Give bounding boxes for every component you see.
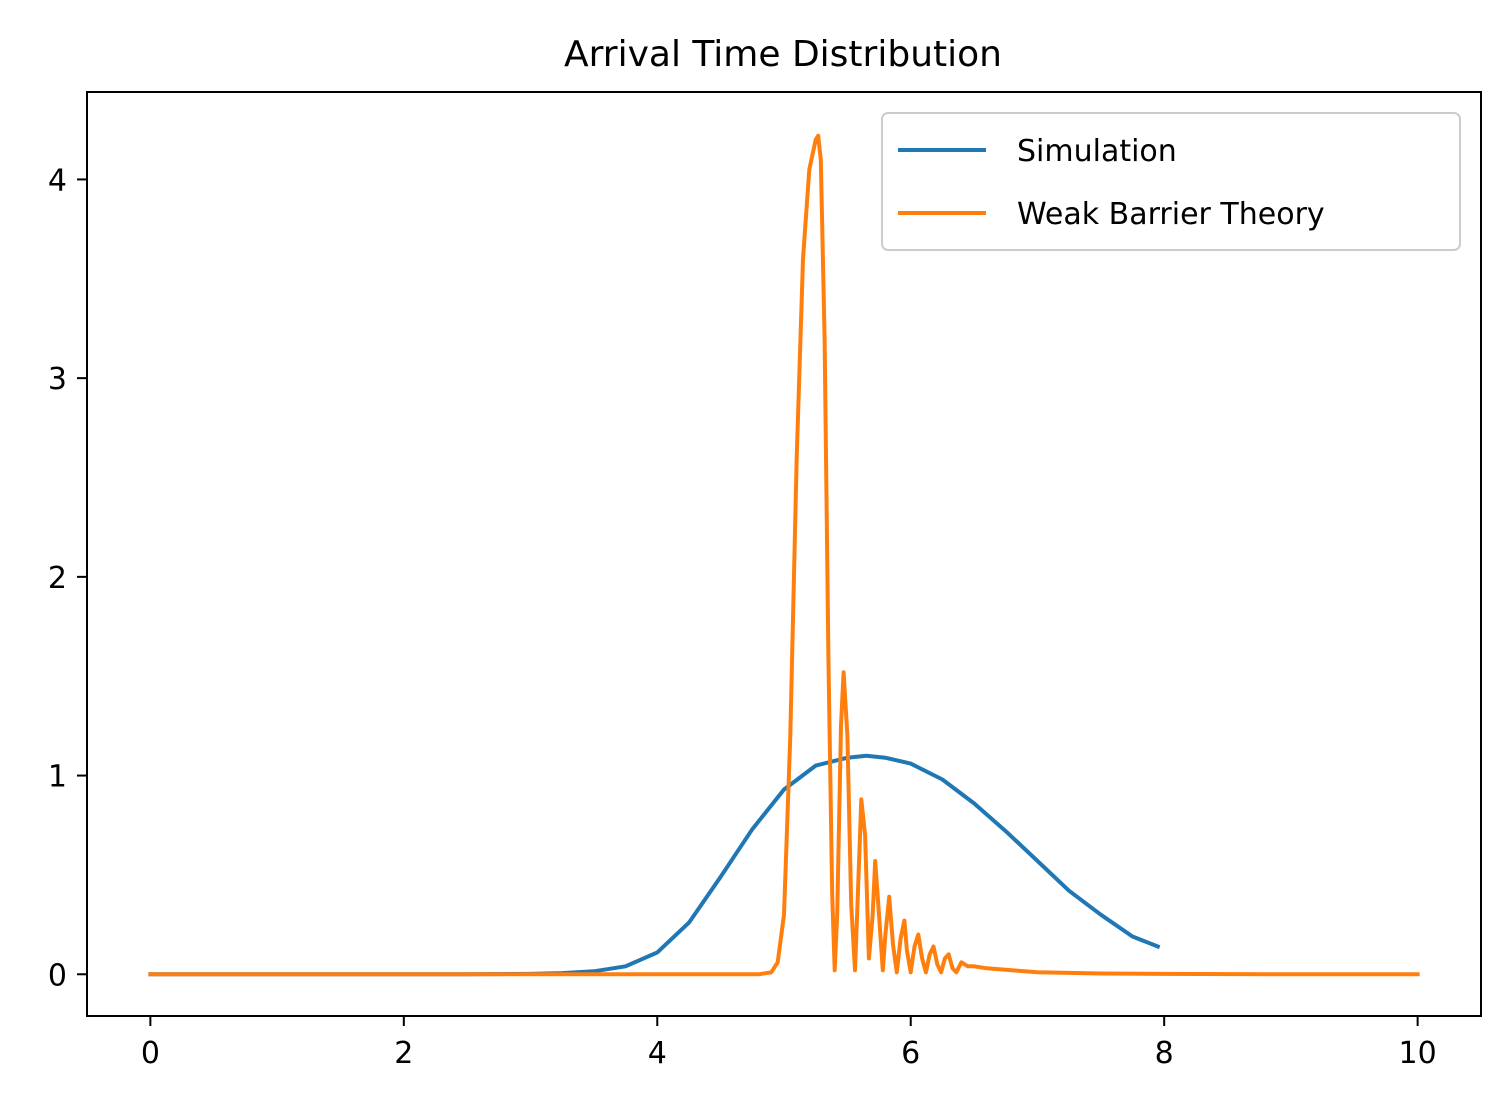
y-axis: 0 1 2 3 4 — [48, 163, 87, 993]
y-tick-label-2: 2 — [48, 561, 67, 596]
legend-label-0: Simulation — [1017, 134, 1177, 169]
y-tick-label-3: 3 — [48, 362, 67, 397]
x-axis: 0 2 4 6 8 10 — [141, 1016, 1437, 1071]
y-tick-label-4: 4 — [48, 163, 67, 198]
y-tick-label-0: 0 — [48, 958, 67, 993]
series-line-1 — [148, 133, 1420, 977]
x-tick-label-1: 2 — [394, 1036, 413, 1071]
legend-label-1: Weak Barrier Theory — [1017, 197, 1325, 232]
x-tick-label-0: 0 — [141, 1036, 160, 1071]
legend: Simulation Weak Barrier Theory — [881, 112, 1461, 251]
x-tick-label-2: 4 — [648, 1036, 667, 1071]
legend-box — [881, 112, 1461, 251]
y-tick-label-1: 1 — [48, 760, 67, 795]
chart-title: Arrival Time Distribution — [564, 34, 1002, 75]
x-tick-label-4: 8 — [1155, 1036, 1174, 1071]
x-tick-label-3: 6 — [901, 1036, 920, 1071]
series-layer — [148, 133, 1420, 977]
plot-frame — [86, 91, 1482, 1017]
x-tick-label-5: 10 — [1399, 1036, 1437, 1071]
